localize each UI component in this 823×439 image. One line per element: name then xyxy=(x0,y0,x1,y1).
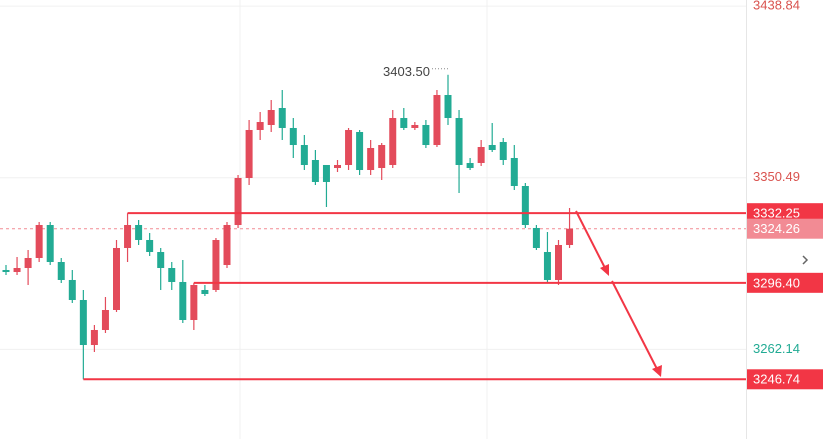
candle-body xyxy=(499,141,507,161)
candle-body xyxy=(2,270,10,273)
candle-body xyxy=(300,145,308,165)
candle-body xyxy=(101,310,109,330)
level-label-box xyxy=(747,272,823,293)
candle-body xyxy=(168,268,176,282)
scroll-arrow[interactable] xyxy=(802,255,809,265)
candle-body xyxy=(510,158,518,186)
arrow-head xyxy=(600,264,609,276)
candle-body xyxy=(477,147,485,163)
candle-body xyxy=(389,118,397,165)
y-tick-label: 3438.84 xyxy=(753,0,800,13)
candle-body xyxy=(311,160,319,182)
candle-body xyxy=(179,281,187,321)
candle-body xyxy=(444,95,452,119)
candle-body xyxy=(57,262,65,280)
candle-body xyxy=(322,164,330,182)
candle-body xyxy=(411,124,419,128)
candle-body xyxy=(212,239,220,290)
candle-body xyxy=(256,122,264,130)
candle-body xyxy=(555,245,562,280)
y-tick-label: 3262.14 xyxy=(753,341,800,356)
candle-body xyxy=(13,268,21,273)
candle-body xyxy=(488,145,496,150)
candle-body xyxy=(234,177,242,225)
candle-body xyxy=(157,251,165,269)
level-label: 3332.25 xyxy=(753,206,800,221)
candle-body xyxy=(146,239,154,252)
candle-body xyxy=(334,164,341,169)
max-label: 3403.50 xyxy=(383,64,430,79)
candle-body xyxy=(422,124,430,146)
candle-body xyxy=(532,227,540,248)
candle-body xyxy=(400,118,408,128)
candle-body xyxy=(245,129,253,178)
candle-body xyxy=(267,110,275,125)
candle-body xyxy=(289,127,297,146)
level-label: 3246.74 xyxy=(753,372,800,387)
candle-body xyxy=(223,224,231,265)
level-label-box xyxy=(747,369,823,390)
last-price-label: 3324.26 xyxy=(753,221,800,236)
arrow-line xyxy=(611,280,659,372)
arrow-head xyxy=(652,365,662,377)
drawn-arrows xyxy=(575,210,662,377)
candle-body xyxy=(190,285,198,321)
candle-body xyxy=(378,145,386,169)
candle-body xyxy=(35,224,43,258)
candle-body xyxy=(455,118,463,165)
candle-body xyxy=(68,279,76,300)
candle-body xyxy=(356,131,364,171)
candle-body xyxy=(278,108,286,128)
candle-body xyxy=(24,257,32,269)
candle-body xyxy=(543,251,551,280)
candle-body xyxy=(345,129,353,165)
level-label: 3296.40 xyxy=(753,275,800,290)
y-tick-label: 3350.49 xyxy=(753,169,800,184)
candle-body xyxy=(113,247,120,311)
candle-body xyxy=(135,224,143,240)
level-label-box xyxy=(747,203,823,224)
candle-body xyxy=(566,228,574,246)
candle-body xyxy=(521,185,529,225)
candle-body xyxy=(466,162,474,169)
candle-body xyxy=(124,224,132,248)
candle-body xyxy=(90,329,98,346)
candle-body xyxy=(433,95,441,146)
candle-body xyxy=(46,224,54,263)
candle-body xyxy=(79,299,87,346)
candle-body xyxy=(367,147,375,171)
candle-body xyxy=(201,289,209,294)
last-price-box xyxy=(747,218,823,239)
arrow-line xyxy=(575,210,607,271)
